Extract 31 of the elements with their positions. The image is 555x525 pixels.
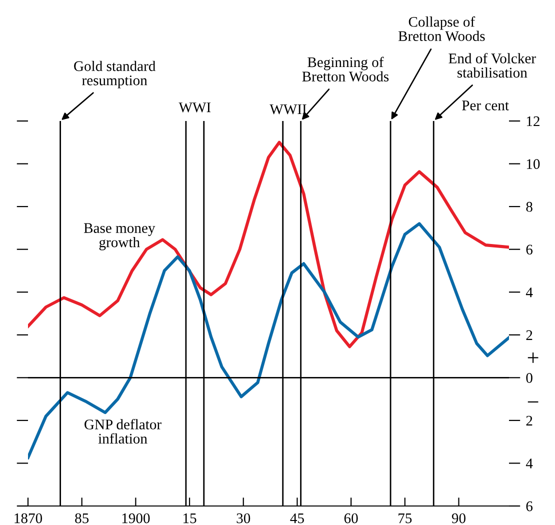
y-tick-label: 4 [526, 458, 533, 468]
ref-line-label: End of Volcker stabilisation [448, 52, 536, 78]
x-tick-label: 30 [236, 513, 250, 524]
y-tick-label: 6 [526, 244, 533, 255]
x-tick-label: 1870 [14, 513, 42, 524]
line-series [28, 140, 509, 348]
ref-line-label: WWI [178, 102, 211, 112]
y-tick-label: 10 [526, 159, 540, 169]
ref-line-label: Gold standard resumption [74, 60, 156, 88]
x-tick-label: 60 [344, 513, 358, 524]
y-tick-label: 2 [526, 330, 532, 340]
y-tick-label: 12 [526, 116, 540, 126]
y-tick-label: 4 [526, 288, 533, 298]
x-tick-label: 85 [75, 513, 89, 524]
y-tick-label: 8 [526, 202, 532, 212]
x-tick-label: 15 [184, 513, 196, 524]
series-label: GNP deflator inflation [84, 418, 162, 444]
y-tick-label: 2 [526, 416, 532, 426]
x-tick-label: 45 [290, 513, 304, 524]
x-tick-label: 1900 [122, 513, 150, 524]
y-axis-title: Per cent [462, 100, 509, 110]
ref-line-label: WWII [270, 104, 306, 114]
y-tick-label: 0 [526, 373, 532, 383]
y-tick-label: 6 [526, 501, 533, 512]
ref-line-label: Beginning of Bretton Woods [302, 56, 389, 82]
x-tick-label: 75 [398, 514, 412, 524]
ref-line-label: Collapse of Bretton Woods [398, 16, 485, 42]
text: − [528, 401, 538, 402]
series-label: Base money growth [84, 223, 156, 250]
text: + [528, 352, 538, 363]
x-tick-label: 90 [452, 513, 466, 524]
